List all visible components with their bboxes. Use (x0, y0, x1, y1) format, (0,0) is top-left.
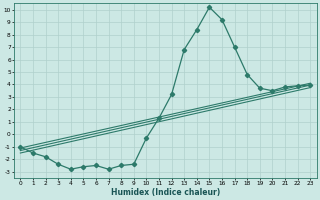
X-axis label: Humidex (Indice chaleur): Humidex (Indice chaleur) (111, 188, 220, 197)
